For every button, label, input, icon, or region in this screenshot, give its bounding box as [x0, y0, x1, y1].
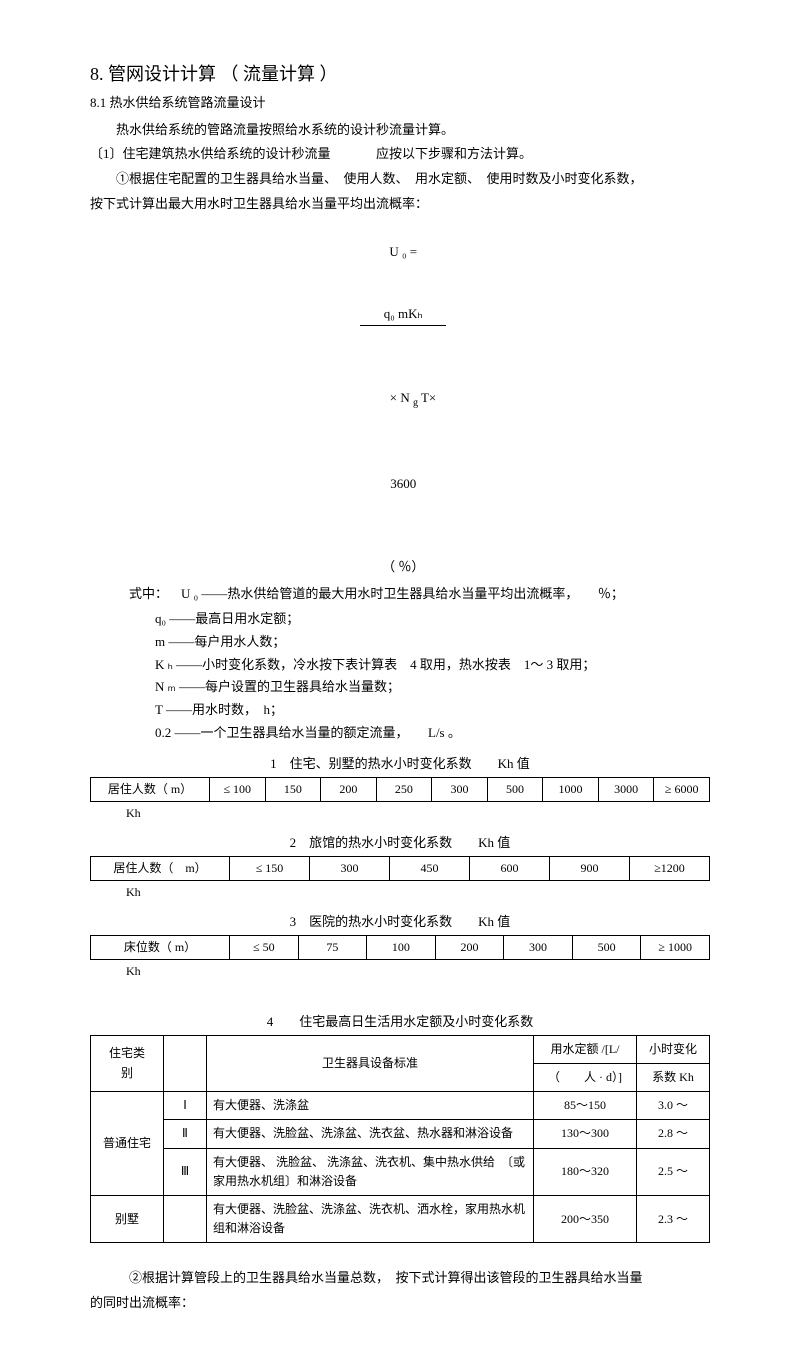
def-t: T ——用水时数， h；: [155, 700, 710, 721]
table-2: 居住人数（ m） ≤ 150 300 450 600 900 ≥1200: [90, 856, 710, 881]
def-q0: q₀ ——最高日用水定额；: [155, 609, 710, 630]
table1-cell: 1000: [543, 777, 599, 801]
t4-quota: 85～150: [534, 1092, 637, 1120]
section-title: 8. 管网设计计算 （ 流量计算 ）: [90, 60, 710, 89]
t4-quota: 200～350: [534, 1195, 637, 1242]
t4-h-type: 住宅类 别: [91, 1035, 164, 1091]
table3-kh-label: Kh: [126, 962, 710, 981]
formula-numerator: q₀ mKₕ: [360, 304, 446, 326]
formula-u0: U ₀ = q₀ mKₕ × N g T× 3600 （ ％）: [90, 221, 710, 578]
table2-rowlabel: 居住人数（ m）: [91, 856, 230, 880]
table1-kh-label: Kh: [126, 804, 710, 823]
table-1: 居住人数（ m） ≤ 100 150 200 250 300 500 1000 …: [90, 777, 710, 802]
table1-cell: 200: [321, 777, 377, 801]
t4-quota: 130～300: [534, 1120, 637, 1148]
table1-rowlabel: 居住人数（ m）: [91, 777, 210, 801]
table3-cell: 200: [435, 935, 504, 959]
t4-h-equip: 卫生器具设备标准: [207, 1035, 534, 1091]
table-4: 住宅类 别 卫生器具设备标准 用水定额 /[L/ 小时变化 （ 人 · d）] …: [90, 1035, 710, 1244]
definition-list: q₀ ——最高日用水定额； m ——每户用水人数； K ₕ ——小时变化系数，冷…: [155, 609, 710, 744]
subsection-title: 8.1 热水供给系统管路流量设计: [90, 93, 710, 114]
def-m: m ——每户用水人数；: [155, 632, 710, 653]
def-u0: U ₀ ——热水供给管道的最大用水时卫生器具给水当量平均出流概率， ％；: [181, 586, 624, 601]
table2-cell: ≥1200: [630, 856, 710, 880]
table2-cell: 300: [310, 856, 390, 880]
table3-cell: ≤ 50: [230, 935, 299, 959]
table-3: 床位数（ m） ≤ 50 75 100 200 300 500 ≥ 1000: [90, 935, 710, 960]
t4-kh: 2.3 ～: [637, 1195, 710, 1242]
table2-cell: ≤ 150: [230, 856, 310, 880]
table2-cell: 450: [390, 856, 470, 880]
table4-caption: 4 住宅最高日生活用水定额及小时变化系数: [90, 1012, 710, 1033]
t4-kh: 2.5 ～: [637, 1148, 710, 1195]
t4-sub: Ⅱ: [164, 1120, 207, 1148]
table1-cell: 250: [376, 777, 432, 801]
t4-equip: 有大便器、洗涤盆: [207, 1092, 534, 1120]
table3-caption: 3 医院的热水小时变化系数 Kh 值: [90, 912, 710, 933]
t4-h-sub: [164, 1035, 207, 1091]
footer-para-2: 的同时出流概率：: [90, 1293, 710, 1314]
table3-cell: 75: [298, 935, 367, 959]
t4-sub: [164, 1195, 207, 1242]
def-02: 0.2 ——一个卫生器具给水当量的额定流量， L/s 。: [155, 723, 710, 744]
table1-cell: ≤ 100: [210, 777, 266, 801]
footer-para-1: ②根据计算管段上的卫生器具给水当量总数， 按下式计算得出该管段的卫生器具给水当量: [90, 1268, 710, 1289]
table2-caption: 2 旅馆的热水小时变化系数 Kh 值: [90, 833, 710, 854]
defs-intro: 式中： U ₀ ——热水供给管道的最大用水时卫生器具给水当量平均出流概率， ％；: [90, 584, 710, 605]
t4-h-kh2: 系数 Kh: [637, 1064, 710, 1092]
t4-sub: Ⅰ: [164, 1092, 207, 1120]
table3-rowlabel: 床位数（ m）: [91, 935, 230, 959]
para-2: 〔1〕住宅建筑热水供给系统的设计秒流量 应按以下步骤和方法计算。: [90, 144, 710, 165]
table2-cell: 900: [550, 856, 630, 880]
para-2b: 应按以下步骤和方法计算。: [376, 146, 532, 161]
t4-equip: 有大便器、洗脸盆、洗涤盆、洗衣盆、热水器和淋浴设备: [207, 1120, 534, 1148]
t4-kh: 2.8 ～: [637, 1120, 710, 1148]
t4-type-2: 别墅: [91, 1195, 164, 1242]
t4-kh: 3.0 ～: [637, 1092, 710, 1120]
t4-equip: 有大便器、 洗脸盆、 洗涤盆、洗衣机、集中热水供给 〔或家用热水机组〕和淋浴设备: [207, 1148, 534, 1195]
table3-cell: 500: [572, 935, 641, 959]
formula-lhs: U ₀ =: [389, 244, 417, 259]
formula-unit: （ ％）: [382, 559, 424, 574]
formula-below: 3600: [360, 474, 446, 495]
t4-type-1: 普通住宅: [91, 1092, 164, 1196]
def-kh: K ₕ ——小时变化系数，冷水按下表计算表 4 取用，热水按表 1～ 3 取用；: [155, 655, 710, 676]
def-ng: N ₘ ——每户设置的卫生器具给水当量数；: [155, 677, 710, 698]
table3-cell: 300: [504, 935, 573, 959]
t4-equip: 有大便器、洗脸盆、洗涤盆、洗衣机、洒水栓，家用热水机组和淋浴设备: [207, 1195, 534, 1242]
para-4: 按下式计算出最大用水时卫生器具给水当量平均出流概率：: [90, 194, 710, 215]
table1-cell: ≥ 6000: [654, 777, 710, 801]
formula-denominator: × N g T×: [360, 367, 446, 432]
t4-h-quota2: （ 人 · d）]: [534, 1064, 637, 1092]
t4-quota: 180～320: [534, 1148, 637, 1195]
table1-caption: 1 住宅、别墅的热水小时变化系数 Kh 值: [90, 754, 710, 775]
para-1: 热水供给系统的管路流量按照给水系统的设计秒流量计算。: [90, 120, 710, 141]
table1-cell: 500: [487, 777, 543, 801]
table2-kh-label: Kh: [126, 883, 710, 902]
table3-cell: 100: [367, 935, 436, 959]
para-3: ①根据住宅配置的卫生器具给水当量、 使用人数、 用水定额、 使用时数及小时变化系…: [90, 169, 710, 190]
t4-h-quota: 用水定额 /[L/: [534, 1035, 637, 1063]
t4-h-kh: 小时变化: [637, 1035, 710, 1063]
t4-sub: Ⅲ: [164, 1148, 207, 1195]
table1-cell: 150: [265, 777, 321, 801]
para-2a: 〔1〕住宅建筑热水供给系统的设计秒流量: [90, 146, 331, 161]
table1-cell: 300: [432, 777, 488, 801]
table1-cell: 3000: [598, 777, 654, 801]
table2-cell: 600: [470, 856, 550, 880]
table3-cell: ≥ 1000: [641, 935, 710, 959]
